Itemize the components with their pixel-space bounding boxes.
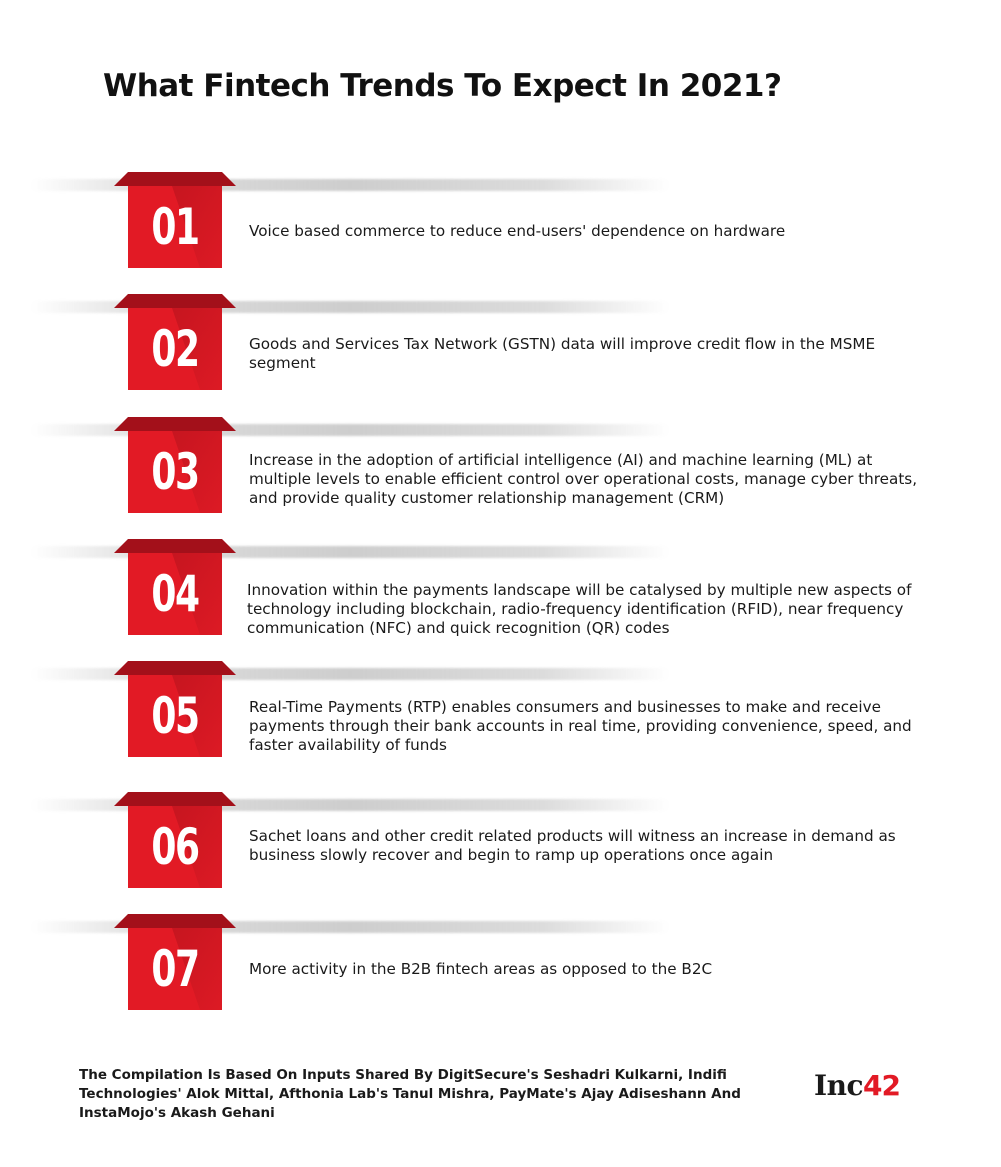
number-badge: 01 [114, 172, 236, 272]
logo-word: Inc [814, 1069, 864, 1102]
trend-item-07: 07 More activity in the B2B fintech area… [0, 914, 1001, 1036]
trend-item-04: 04 Innovation within the payments landsc… [0, 539, 1001, 661]
trend-number: 04 [151, 565, 200, 623]
page-title: What Fintech Trends To Expect In 2021? [103, 68, 782, 104]
number-badge: 05 [114, 661, 236, 761]
trend-item-03: 03 Increase in the adoption of artificia… [0, 417, 1001, 539]
trend-item-05: 05 Real-Time Payments (RTP) enables cons… [0, 661, 1001, 783]
trend-text: Voice based commerce to reduce end-users… [249, 222, 786, 240]
number-badge: 04 [114, 539, 236, 639]
inc42-logo: Inc 42 [814, 1069, 901, 1102]
trend-number: 01 [151, 198, 200, 256]
trend-text: Increase in the adoption of artificial i… [249, 451, 918, 507]
logo-number: 42 [863, 1069, 901, 1102]
number-badge: 06 [114, 792, 236, 892]
number-badge: 02 [114, 294, 236, 394]
trend-number: 03 [151, 443, 200, 501]
trend-item-02: 02 Goods and Services Tax Network (GSTN)… [0, 294, 1001, 416]
trend-text: More activity in the B2B fintech areas a… [249, 960, 713, 978]
trend-text: Real-Time Payments (RTP) enables consume… [249, 698, 912, 754]
source-note: The Compilation Is Based On Inputs Share… [79, 1067, 741, 1121]
trend-text: Innovation within the payments landscape… [247, 581, 912, 637]
number-badge: 03 [114, 417, 236, 517]
trend-number: 02 [151, 320, 200, 378]
trend-number: 06 [151, 818, 200, 876]
number-badge: 07 [114, 914, 236, 1014]
trend-text: Goods and Services Tax Network (GSTN) da… [249, 335, 876, 372]
trend-item-01: 01 Voice based commerce to reduce end-us… [0, 172, 1001, 294]
trend-number: 05 [151, 687, 200, 745]
trend-text: Sachet loans and other credit related pr… [249, 827, 896, 864]
trend-number: 07 [151, 940, 200, 998]
trend-item-06: 06 Sachet loans and other credit related… [0, 792, 1001, 914]
